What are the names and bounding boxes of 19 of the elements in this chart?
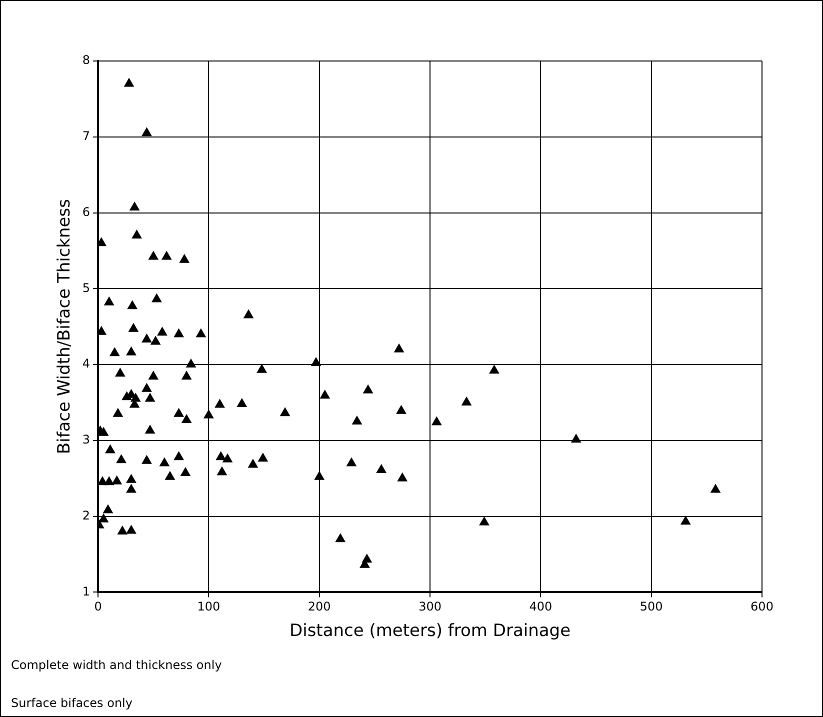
text: Surface bifaces only (11, 696, 132, 710)
y-tick-label: 7 (82, 129, 90, 144)
x-tick-label: 400 (529, 600, 552, 614)
y-tick-label: 2 (82, 508, 90, 522)
y-axis-title: Biface Width/Biface Thickness (54, 198, 75, 454)
x-tick-label: 600 (750, 600, 774, 614)
text: Complete width and thickness only (11, 658, 222, 672)
y-tick-label: 4 (82, 356, 90, 371)
x-tick-label: 500 (640, 600, 663, 614)
x-tick-label: 300 (418, 600, 442, 614)
x-axis-title: Distance (meters) from Drainage (290, 621, 571, 642)
y-tick-label: 8 (82, 53, 90, 68)
x-tick-label: 200 (308, 600, 331, 614)
x-tick-label: 0 (94, 600, 102, 614)
y-tick-label: 3 (82, 432, 90, 447)
y-tick-label: 5 (82, 280, 90, 295)
x-tick-label: 100 (197, 600, 220, 614)
y-tick-label: 6 (82, 204, 90, 219)
y-tick-label: 1 (82, 584, 90, 598)
